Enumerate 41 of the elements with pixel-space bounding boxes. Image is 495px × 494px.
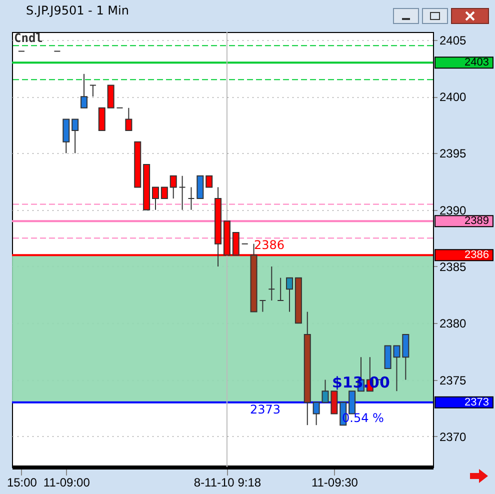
candlestick — [80, 73, 88, 108]
candlestick — [402, 334, 410, 380]
candlestick — [178, 175, 186, 210]
candlestick — [107, 84, 114, 108]
candlestick — [72, 118, 79, 154]
x-tick-label: 8-11-10 9:18 — [194, 476, 262, 490]
y-tick-label: 2385 — [440, 260, 467, 274]
y-tick-label: 2400 — [440, 90, 467, 104]
candlestick — [62, 118, 70, 154]
candlestick — [259, 300, 266, 312]
candlestick — [160, 186, 168, 200]
annotation: 2386 — [254, 238, 285, 252]
candlestick — [170, 175, 177, 200]
candlestick — [286, 277, 294, 312]
candlestick — [312, 402, 320, 426]
y-tick-label: 2375 — [440, 373, 467, 388]
candlestick — [196, 175, 204, 200]
annotation: 2373 — [250, 402, 281, 416]
candlestick — [125, 107, 132, 132]
chart-title: S.JP.J9501 - 1 Min — [26, 4, 129, 18]
y-tick-label: 2395 — [440, 146, 467, 161]
y-tick-label: 2370 — [440, 430, 467, 444]
candlestick — [348, 390, 356, 414]
ref-line-label: 2389 — [464, 215, 489, 228]
x-tick-label: 15:00 — [6, 476, 38, 490]
candlestick — [89, 84, 96, 98]
ref-line-label: 2373 — [464, 396, 489, 408]
candlestick — [152, 186, 159, 210]
y-tick-label: 2380 — [440, 316, 467, 331]
x-tick-label: 11-09:30 — [311, 476, 358, 490]
candlestick — [98, 107, 106, 132]
candlestick — [206, 175, 213, 188]
x-tick-label: 11-09:00 — [43, 476, 90, 490]
annotation: Cndl — [14, 31, 43, 45]
y-tick-label: 2405 — [440, 33, 467, 48]
candlestick — [188, 186, 195, 210]
candlestick — [268, 266, 276, 301]
ref-line-label: 2403 — [464, 56, 489, 69]
candlestick — [277, 277, 284, 301]
y-tick-label: 2390 — [440, 203, 467, 218]
ref-line-label: 2386 — [464, 249, 489, 262]
